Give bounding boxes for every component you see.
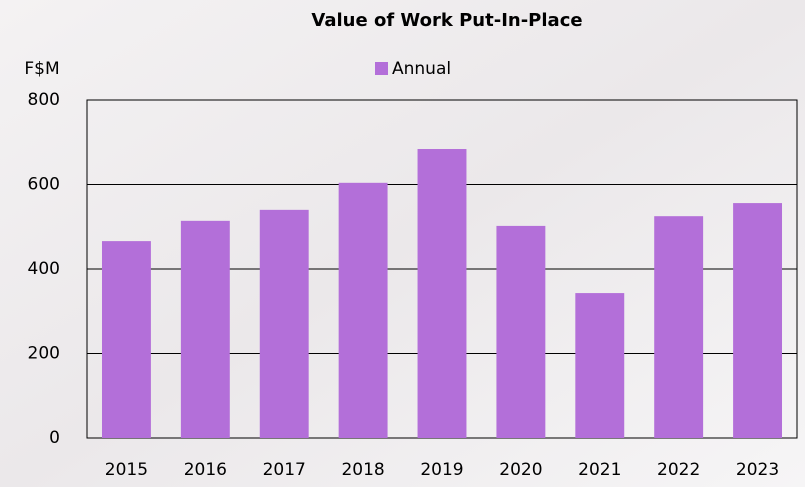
x-tick-label: 2020	[499, 460, 542, 480]
x-tick-label: 2019	[420, 460, 463, 480]
chart-title: Value of Work Put-In-Place	[311, 10, 582, 31]
x-tick-label: 2023	[736, 460, 779, 480]
x-tick-label: 2018	[341, 460, 384, 480]
bar	[654, 216, 704, 438]
y-tick-label: 0	[49, 428, 60, 448]
y-tick-label: 200	[28, 344, 60, 364]
x-tick-label: 2021	[578, 460, 621, 480]
x-tick-label: 2016	[184, 460, 227, 480]
bar	[180, 220, 230, 438]
y-tick-label: 600	[28, 175, 60, 195]
x-tick-label: 2015	[105, 460, 148, 480]
bar	[575, 293, 625, 438]
bar	[259, 209, 309, 438]
bar	[496, 225, 546, 438]
bar	[417, 149, 467, 438]
x-tick-label: 2022	[657, 460, 700, 480]
bar	[338, 182, 388, 438]
legend-swatch	[375, 62, 388, 75]
x-tick-label: 2017	[263, 460, 306, 480]
y-tick-label: 400	[28, 259, 60, 279]
y-tick-label: 800	[28, 90, 60, 110]
y-axis-label: F$M	[24, 59, 59, 79]
bar	[733, 203, 783, 438]
bar	[101, 241, 151, 438]
legend-label: Annual	[392, 59, 451, 79]
